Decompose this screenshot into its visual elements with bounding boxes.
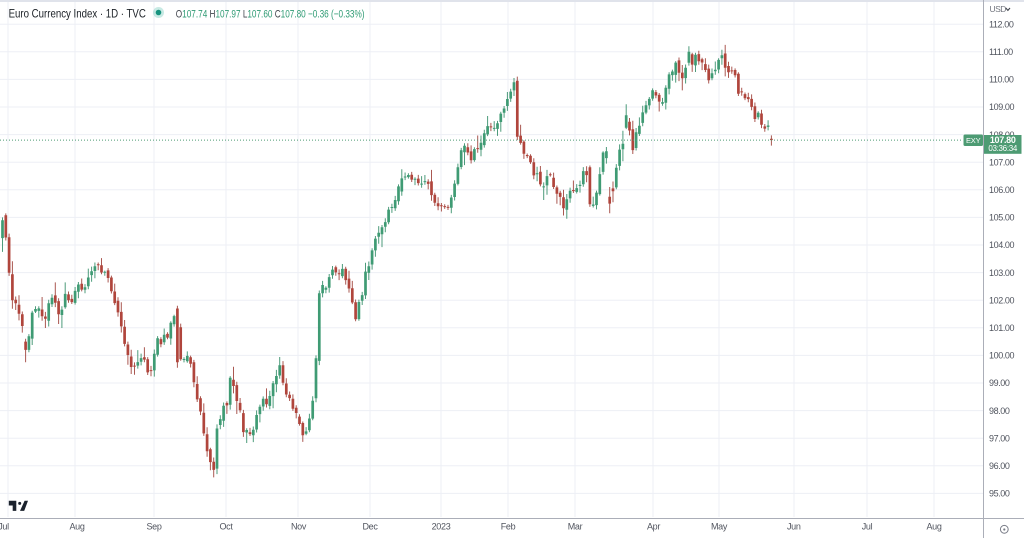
svg-text:May: May — [711, 522, 728, 532]
svg-text:111.00: 111.00 — [989, 47, 1013, 57]
svg-text:Nov: Nov — [291, 522, 307, 532]
svg-text:108.00: 108.00 — [989, 130, 1015, 140]
svg-text:106.00: 106.00 — [989, 185, 1015, 195]
svg-text:03:36:34: 03:36:34 — [988, 144, 1018, 153]
svg-text:107.80: 107.80 — [990, 135, 1016, 145]
svg-text:USD: USD — [990, 4, 1007, 14]
svg-text:O107.74 H107.97 L107.60 C107.8: O107.74 H107.97 L107.60 C107.80 −0.36 (−… — [176, 8, 365, 20]
svg-text:105.00: 105.00 — [989, 213, 1015, 223]
svg-text:99.00: 99.00 — [989, 378, 1010, 388]
svg-text:Dec: Dec — [362, 522, 378, 532]
svg-text:Apr: Apr — [647, 522, 660, 532]
svg-text:EXY: EXY — [966, 136, 981, 145]
svg-text:100.00: 100.00 — [989, 351, 1015, 361]
svg-text:Sep: Sep — [146, 522, 161, 532]
svg-text:95.00: 95.00 — [989, 489, 1010, 499]
svg-text:103.00: 103.00 — [989, 268, 1015, 278]
svg-text:102.00: 102.00 — [989, 295, 1015, 305]
svg-text:Jun: Jun — [787, 522, 801, 532]
svg-text:110.00: 110.00 — [989, 75, 1014, 85]
svg-text:107.00: 107.00 — [989, 157, 1015, 167]
svg-text:Aug: Aug — [69, 522, 84, 532]
svg-text:104.00: 104.00 — [989, 240, 1015, 250]
svg-text:101.00: 101.00 — [989, 323, 1015, 333]
svg-text:Feb: Feb — [501, 522, 516, 532]
svg-text:109.00: 109.00 — [989, 102, 1015, 112]
svg-text:Euro Currency Index · 1D · TVC: Euro Currency Index · 1D · TVC — [9, 8, 147, 21]
svg-text:98.00: 98.00 — [989, 406, 1010, 416]
svg-text:Jul: Jul — [0, 522, 9, 532]
svg-text:97.00: 97.00 — [989, 433, 1010, 443]
svg-text:112.00: 112.00 — [989, 19, 1014, 29]
svg-text:Oct: Oct — [219, 522, 233, 532]
svg-text:Jul: Jul — [862, 522, 873, 532]
svg-text:Mar: Mar — [568, 522, 583, 532]
svg-text:96.00: 96.00 — [989, 461, 1010, 471]
svg-text:Aug: Aug — [926, 522, 941, 532]
svg-text:2023: 2023 — [432, 522, 451, 532]
